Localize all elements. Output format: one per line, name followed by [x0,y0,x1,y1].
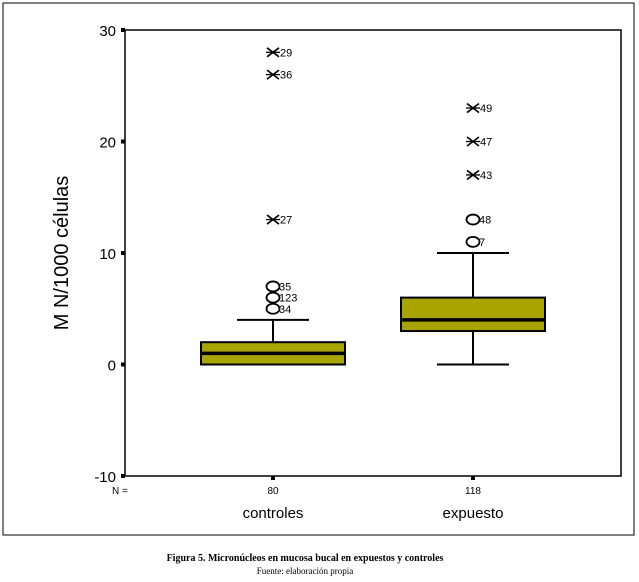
y-tick-mark [121,28,125,32]
outlier-label: 35 [279,281,291,293]
n-count: 80 [267,486,279,497]
y-tick-label: 10 [99,246,116,263]
outlier-label: 7 [479,237,485,249]
n-count: 118 [465,486,481,497]
category-label: expuesto [443,505,504,522]
outlier-circle [265,291,281,304]
figure-caption-source: Fuente: elaboración propia [256,566,354,576]
y-tick-label: 30 [99,23,116,40]
y-axis-label: M N/1000 células [51,176,73,331]
category-label: controles [243,505,304,522]
y-tick-mark [121,474,125,478]
extreme-label: 36 [280,70,292,82]
outlier-circle [465,213,481,226]
extreme-label: 43 [480,170,492,182]
outlier-label: 34 [279,304,291,316]
n-label: N = [112,486,128,497]
x-tick-mark [271,476,275,480]
outlier-circle [465,235,481,248]
box-group: 48 7 49 47 43 118 expuesto [400,102,546,522]
figure-caption-title: Figura 5. Micronúcleos en mucosa bucal e… [166,553,444,564]
y-axis-ticks: 30 20 10 0 -10 [94,23,125,486]
outlier-label: 123 [279,293,297,305]
y-tick-label: -10 [94,469,116,486]
y-tick-label: 20 [99,135,116,152]
x-tick-mark [471,476,475,480]
extreme-label: 47 [480,137,492,149]
y-tick-mark [121,251,125,255]
plot-area [124,29,622,477]
y-tick-mark [121,362,125,367]
outlier-label: 48 [479,215,491,227]
outlier-circle [265,280,281,293]
y-tick-label: 0 [108,358,116,375]
outlier-circle [265,302,281,315]
extreme-label: 27 [280,215,292,227]
extreme-label: 29 [280,47,292,59]
figure-frame [2,2,635,536]
y-tick-mark [121,139,125,144]
extreme-label: 49 [480,103,492,115]
box-iqr [400,296,546,333]
